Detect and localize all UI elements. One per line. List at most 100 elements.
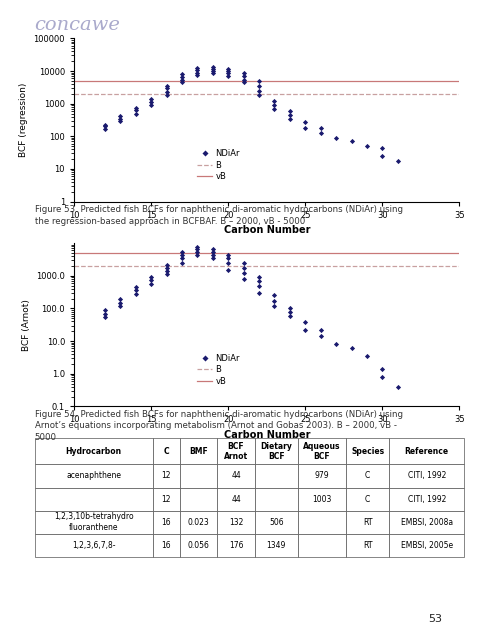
Text: 16: 16 [162, 541, 171, 550]
Bar [346, 511, 389, 534]
Point [101, 120, 109, 130]
Bar [389, 488, 464, 511]
Text: Hydrocarbon: Hydrocarbon [66, 447, 122, 456]
Bar [153, 438, 180, 465]
Point [209, 68, 217, 79]
Point [194, 244, 202, 255]
Point [194, 65, 202, 76]
Text: 979: 979 [315, 472, 329, 481]
Point [286, 307, 294, 317]
Point [286, 106, 294, 116]
Point [163, 83, 170, 93]
Bar [389, 511, 464, 534]
Text: 0.056: 0.056 [188, 541, 209, 550]
Y-axis label: BCF (regression): BCF (regression) [19, 83, 28, 157]
Bar [346, 438, 389, 465]
Text: 16: 16 [162, 518, 171, 527]
Point [101, 305, 109, 315]
Point [178, 77, 186, 88]
Point [224, 64, 232, 74]
Point [348, 343, 356, 353]
Bar [35, 465, 153, 488]
Text: CITI, 1992: CITI, 1992 [408, 495, 446, 504]
Point [178, 69, 186, 79]
Text: 132: 132 [229, 518, 243, 527]
Text: Aqueous
BCF: Aqueous BCF [303, 442, 341, 461]
Text: 53: 53 [428, 614, 442, 624]
Point [240, 68, 247, 79]
Point [101, 312, 109, 322]
Point [194, 70, 202, 80]
Bar [217, 465, 255, 488]
Text: Figure 54. Predicted fish BCFs for naphthenic di-aromatic hydrocarbons (NDiAr) u: Figure 54. Predicted fish BCFs for napht… [35, 410, 403, 442]
Text: C: C [164, 447, 169, 456]
Point [194, 250, 202, 260]
Bar [153, 488, 180, 511]
Point [132, 282, 140, 292]
Point [255, 76, 263, 86]
Bar [153, 534, 180, 557]
Point [378, 151, 386, 161]
Point [301, 123, 309, 133]
Point [240, 71, 247, 81]
Point [224, 66, 232, 76]
X-axis label: Carbon Number: Carbon Number [223, 225, 310, 235]
Point [317, 332, 325, 342]
Point [117, 301, 124, 311]
Text: Figure 53. Predicted fish BCFs for naphthenic di-aromatic hydrocarbons (NDiAr) u: Figure 53. Predicted fish BCFs for napht… [35, 205, 403, 225]
Point [209, 244, 217, 255]
Point [209, 253, 217, 263]
Point [147, 94, 155, 104]
Text: RT: RT [363, 518, 372, 527]
Point [317, 127, 325, 138]
Text: 1,2,3,6,7,8-: 1,2,3,6,7,8- [72, 541, 116, 550]
Point [224, 258, 232, 268]
Bar [298, 465, 346, 488]
Text: 1349: 1349 [267, 541, 286, 550]
Point [348, 136, 356, 147]
Point [132, 108, 140, 118]
Bar [298, 488, 346, 511]
Text: EMBSI, 2008a: EMBSI, 2008a [401, 518, 453, 527]
Text: 12: 12 [162, 495, 171, 504]
Point [224, 71, 232, 81]
Bar [255, 511, 298, 534]
Point [378, 143, 386, 153]
Bar [180, 488, 217, 511]
Point [317, 325, 325, 335]
Bar [389, 465, 464, 488]
Text: BCF
Arnot: BCF Arnot [224, 442, 248, 461]
Point [363, 141, 371, 151]
Legend: NDiAr, B, vB: NDiAr, B, vB [194, 351, 244, 389]
Point [163, 262, 170, 273]
Point [117, 113, 124, 124]
Bar [389, 438, 464, 465]
Point [147, 275, 155, 285]
Text: 506: 506 [269, 518, 284, 527]
Bar [298, 438, 346, 465]
Point [132, 289, 140, 299]
Point [178, 74, 186, 84]
Point [178, 253, 186, 263]
Point [240, 274, 247, 284]
X-axis label: Carbon Number: Carbon Number [223, 430, 310, 440]
Point [271, 290, 279, 300]
Point [194, 242, 202, 252]
Point [117, 298, 124, 308]
Point [271, 296, 279, 306]
Text: C: C [365, 495, 370, 504]
Bar [180, 465, 217, 488]
Point [178, 258, 186, 268]
Point [240, 268, 247, 278]
Text: C: C [365, 472, 370, 481]
Bar [255, 438, 298, 465]
Point [194, 67, 202, 77]
Bar [180, 534, 217, 557]
Point [209, 64, 217, 74]
Point [194, 246, 202, 257]
Point [194, 63, 202, 74]
Bar [217, 511, 255, 534]
Point [240, 262, 247, 273]
Text: acenaphthene: acenaphthene [66, 472, 121, 481]
Point [163, 90, 170, 100]
